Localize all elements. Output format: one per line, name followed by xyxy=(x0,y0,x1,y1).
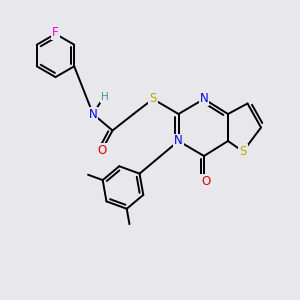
Text: F: F xyxy=(52,26,59,39)
Text: S: S xyxy=(149,92,157,106)
Text: H: H xyxy=(101,92,109,103)
Text: O: O xyxy=(98,143,106,157)
Text: N: N xyxy=(174,134,183,148)
Text: O: O xyxy=(201,175,210,188)
Text: N: N xyxy=(200,92,208,106)
Text: N: N xyxy=(88,107,98,121)
Text: S: S xyxy=(239,145,247,158)
